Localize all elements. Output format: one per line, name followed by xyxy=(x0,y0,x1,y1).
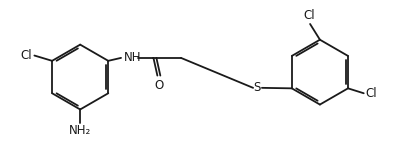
Text: O: O xyxy=(155,79,164,92)
Text: Cl: Cl xyxy=(366,87,377,100)
Text: Cl: Cl xyxy=(21,49,32,62)
Text: NH₂: NH₂ xyxy=(69,124,91,137)
Text: S: S xyxy=(254,81,261,94)
Text: Cl: Cl xyxy=(303,9,315,22)
Text: NH: NH xyxy=(124,51,141,64)
